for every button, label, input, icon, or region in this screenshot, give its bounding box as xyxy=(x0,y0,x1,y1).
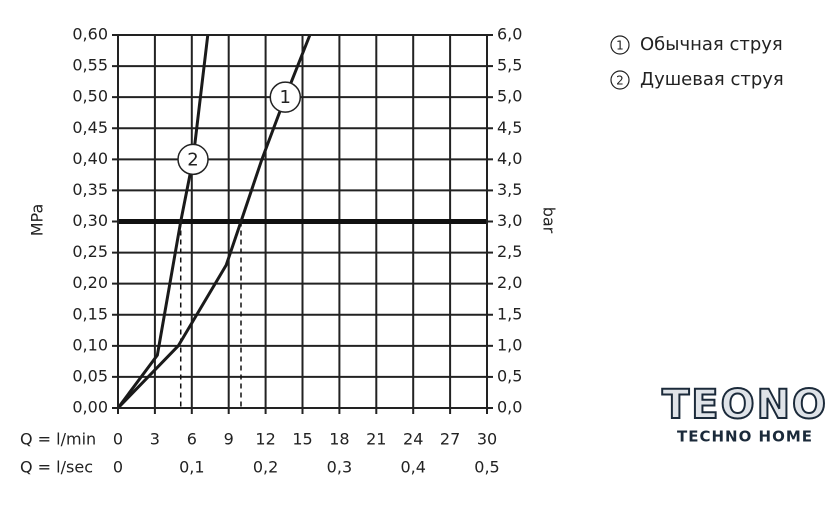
y2-tick-label: 2,0 xyxy=(497,273,522,292)
x2-axis-title: Q = l/sec xyxy=(20,458,93,477)
y2-axis-title: bar xyxy=(540,207,559,234)
plot-frame xyxy=(117,34,488,409)
curve-marker-label: 1 xyxy=(280,87,291,108)
x2-tick-label: 0 xyxy=(113,458,123,477)
y-tick-label: 0,55 xyxy=(72,56,108,75)
x-tick-label: 24 xyxy=(403,430,423,449)
legend-label: Обычная струя xyxy=(640,34,783,55)
y-tick-label: 0,35 xyxy=(72,180,108,199)
x-tick-label: 21 xyxy=(366,430,386,449)
x-tick-label: 15 xyxy=(292,430,312,449)
legend-symbol xyxy=(610,35,630,55)
x2-tick-label: 0,5 xyxy=(474,458,499,477)
y2-tick-label: 4,0 xyxy=(497,149,522,168)
line-series xyxy=(116,34,210,409)
y2-tick-label: 1,5 xyxy=(497,304,522,323)
legend-label: Душевая струя xyxy=(640,69,784,90)
x-tick-label: 18 xyxy=(329,430,349,449)
y-tick-label: 0,00 xyxy=(72,398,108,417)
y2-tick-label: 5,0 xyxy=(497,87,522,106)
y-tick-label: 0,25 xyxy=(72,242,108,261)
y-tick-label: 0,45 xyxy=(72,118,108,137)
y-tick-label: 0,05 xyxy=(72,366,108,385)
logo-tagline: TECHNO HOME xyxy=(677,428,813,446)
y-tick-label: 0,10 xyxy=(72,335,108,354)
y-tick-label: 0,15 xyxy=(72,304,108,323)
y2-tick-label: 3,5 xyxy=(497,180,522,199)
y-tick-label: 0,40 xyxy=(72,149,108,168)
x-tick-label: 3 xyxy=(150,430,160,449)
x2-tick-label: 0,1 xyxy=(179,458,204,477)
y2-tick-label: 5,5 xyxy=(497,56,522,75)
curve-marker xyxy=(269,81,302,113)
legend-symbol xyxy=(610,70,630,90)
y-axis-title: MPa xyxy=(28,204,47,237)
x-axis-title: Q = l/min xyxy=(20,430,96,449)
y2-tick-label: 4,5 xyxy=(497,118,522,137)
legend-symbol-label: 1 xyxy=(616,39,624,53)
x-tick-label: 9 xyxy=(224,430,234,449)
y2-tick-label: 0,0 xyxy=(497,398,522,417)
curve-marker-label: 2 xyxy=(187,149,198,170)
y-tick-label: 0,60 xyxy=(72,25,108,44)
legend-symbol-label: 2 xyxy=(616,74,624,88)
y-tick-label: 0,20 xyxy=(72,273,108,292)
x2-tick-label: 0,4 xyxy=(400,458,425,477)
y2-tick-label: 6,0 xyxy=(497,25,522,44)
x-tick-label: 6 xyxy=(187,430,197,449)
y-tick-label: 0,30 xyxy=(72,211,108,230)
x-tick-label: 12 xyxy=(255,430,275,449)
curve-marker xyxy=(177,143,209,176)
logo-name: TEONO xyxy=(662,382,828,428)
y-tick-label: 0,50 xyxy=(72,87,108,106)
y2-tick-label: 1,0 xyxy=(497,335,522,354)
y2-tick-label: 0,5 xyxy=(497,366,522,385)
y2-tick-label: 3,0 xyxy=(497,211,522,230)
x2-tick-label: 0,2 xyxy=(253,458,278,477)
x-tick-label: 30 xyxy=(477,430,497,449)
x-tick-label: 27 xyxy=(440,430,460,449)
x-tick-label: 0 xyxy=(113,430,123,449)
y2-tick-label: 2,5 xyxy=(497,242,522,261)
x2-tick-label: 0,3 xyxy=(327,458,352,477)
